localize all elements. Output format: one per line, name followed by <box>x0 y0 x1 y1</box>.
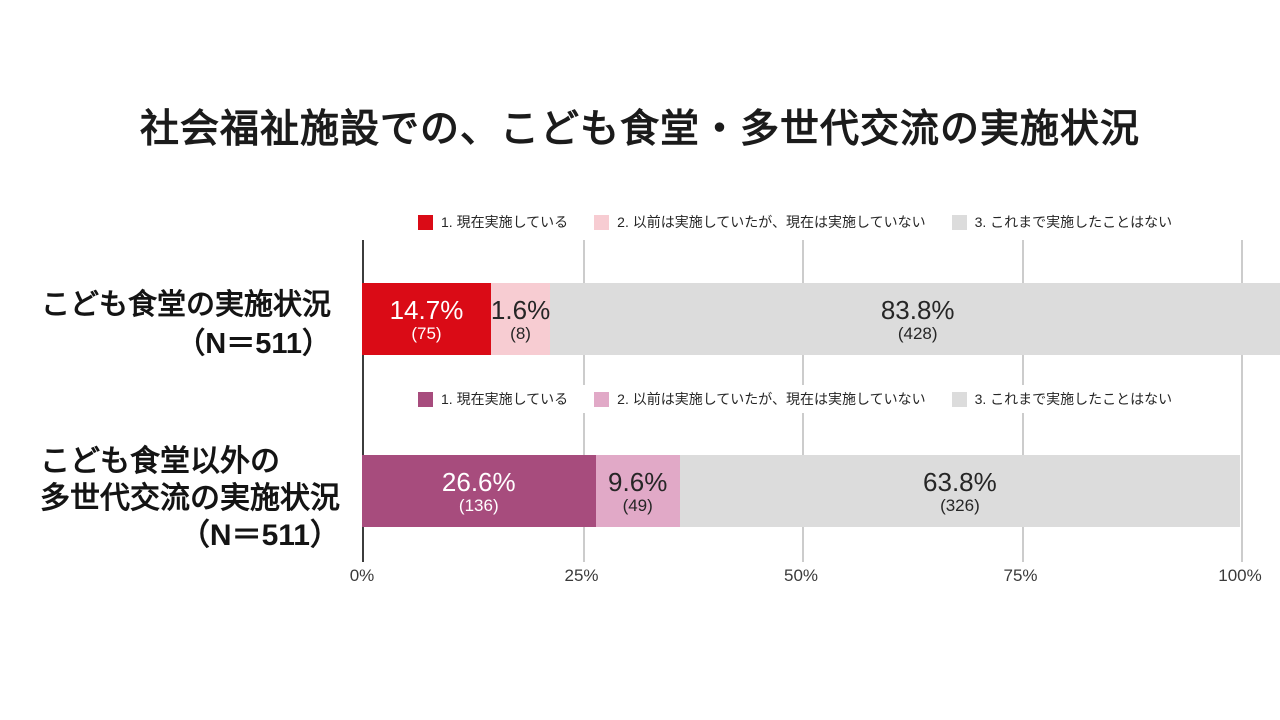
row-label-line: 多世代交流の実施状況 <box>40 482 340 515</box>
x-axis-labels: 0% 25% 50% 75% 100% <box>0 566 1280 590</box>
row-label-line: こども食堂以外の <box>40 445 280 478</box>
gridline-100 <box>1241 240 1243 562</box>
row-label-n: （N＝511） <box>179 519 340 552</box>
x-tick-label-50: 50% <box>783 566 819 585</box>
segment-count-label: (136) <box>458 495 499 515</box>
legend-label-2: 2. 以前は実施していたが、現在は実施していない <box>617 391 926 407</box>
legend-item-2: 2. 以前は実施していたが、現在は実施していない <box>594 389 926 409</box>
row-label-n: （N＝511） <box>176 328 332 360</box>
legend-swatch-1 <box>418 214 433 230</box>
legend-item-1: 1. 現在実施している <box>418 389 568 409</box>
chart-title: 社会福祉施設での、こども食堂・多世代交流の実施状況 <box>139 108 1140 151</box>
segment-count-label: (75) <box>411 323 442 343</box>
legend-label-1: 1. 現在実施している <box>441 391 569 407</box>
legend-row-1: 1. 現在実施している 2. 以前は実施していたが、現在は実施していない 3. これ… <box>418 208 1183 236</box>
bar-row-1: 14.7% (75) 1.6% (8) 83.8% (428) <box>362 283 1280 355</box>
bar-segment-1-3: 83.8% (428) <box>550 283 1280 355</box>
segment-pct-label: 9.6% <box>608 466 668 497</box>
legend-item-1: 1. 現在実施している <box>418 212 568 232</box>
bar-segment-1-1: 14.7% (75) <box>362 283 491 355</box>
bar-segment-2-1: 26.6% (136) <box>362 455 596 527</box>
legend-swatch-2 <box>594 214 610 230</box>
segment-pct-label: 63.8% <box>923 466 997 497</box>
legend-swatch-2 <box>594 391 610 407</box>
x-tick-label-25: 25% <box>564 566 599 585</box>
legend-swatch-3 <box>951 391 967 407</box>
legend-row-2: 1. 現在実施している 2. 以前は実施していたが、現在は実施していない 3. これ… <box>418 385 1183 413</box>
x-tick-label-75: 75% <box>1003 566 1038 585</box>
bar-segment-2-2: 9.6% (49) <box>595 455 680 527</box>
legend-item-3: 3. これまで実施したことはない <box>951 212 1173 232</box>
legend-label-1: 1. 現在実施している <box>441 214 569 230</box>
legend-label-3: 3. これまで実施したことはない <box>974 214 1173 230</box>
segment-pct-label: 14.7% <box>389 294 464 325</box>
segment-count-label: (326) <box>940 495 980 515</box>
legend-swatch-3 <box>951 214 967 230</box>
segment-pct-label: 83.8% <box>880 294 955 325</box>
x-tick-label-100: 100% <box>1218 566 1262 585</box>
row-label-2: こども食堂以外の多世代交流の実施状況 （N＝511） <box>40 443 340 554</box>
legend-item-3: 3. これまで実施したことはない <box>951 389 1173 409</box>
segment-count-label: (8) <box>510 323 531 343</box>
bar-segment-1-2: 1.6% (8) <box>490 283 551 355</box>
row-label-1: こども食堂の実施状況 （N＝511） <box>41 286 331 364</box>
legend-item-2: 2. 以前は実施していたが、現在は実施していない <box>594 212 926 232</box>
segment-count-label: (428) <box>897 323 938 343</box>
segment-count-label: (49) <box>622 495 653 515</box>
x-tick-label-0: 0% <box>349 566 375 585</box>
segment-pct-label: 26.6% <box>441 466 516 497</box>
bar-row-2: 26.6% (136) 9.6% (49) 63.8% (326) <box>362 455 1240 527</box>
bar-segment-2-3: 63.8% (326) <box>679 455 1240 527</box>
legend-swatch-1 <box>418 391 433 407</box>
legend-label-3: 3. これまで実施したことはない <box>974 391 1173 407</box>
segment-pct-label: 1.6% <box>490 294 551 325</box>
row-label-line: こども食堂の実施状況 <box>41 289 332 321</box>
legend-label-2: 2. 以前は実施していたが、現在は実施していない <box>617 214 926 230</box>
